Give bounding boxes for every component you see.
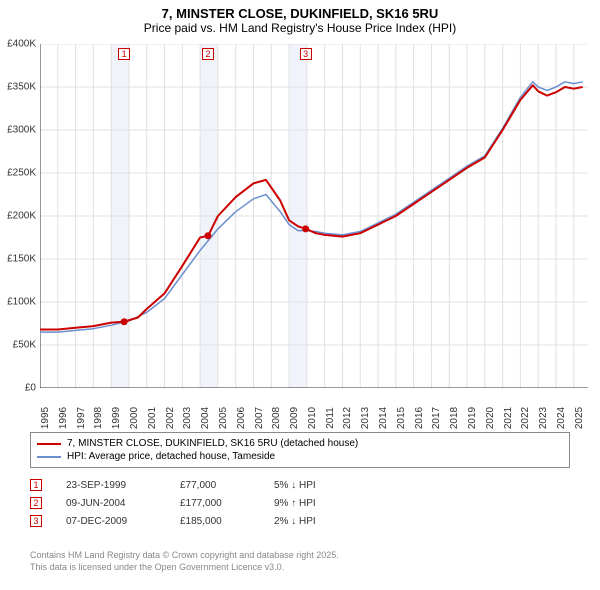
legend-label: HPI: Average price, detached house, Tame… <box>67 451 275 462</box>
chart-container: 7, MINSTER CLOSE, DUKINFIELD, SK16 5RU P… <box>0 0 600 590</box>
x-tick-label: 2018 <box>449 407 460 429</box>
event-date: 23-SEP-1999 <box>66 480 156 491</box>
x-axis-labels: 1995 1996 1997 1998 1999 2000 2001 2002 2003 2004… <box>40 390 588 430</box>
event-delta: 2% ↓ HPI <box>274 516 364 527</box>
y-tick-label: £250K <box>7 168 36 179</box>
x-tick-label: 2002 <box>165 407 176 429</box>
title-main: 7, MINSTER CLOSE, DUKINFIELD, SK16 5RU <box>0 0 600 21</box>
event-num-box: 1 <box>30 479 42 491</box>
y-axis-labels: £0£50K£100K£150K£200K£250K£300K£350K£400… <box>0 44 38 388</box>
event-price: £185,000 <box>180 516 250 527</box>
events-table: 1 23-SEP-1999 £77,000 5% ↓ HPI 2 09-JUN-2004 £… <box>30 476 570 530</box>
x-tick-label: 2025 <box>574 407 585 429</box>
plot-svg <box>40 44 588 388</box>
x-tick-label: 2012 <box>342 407 353 429</box>
attribution-line2: This data is licensed under the Open Gov… <box>30 562 570 574</box>
event-row: 1 23-SEP-1999 £77,000 5% ↓ HPI <box>30 476 570 494</box>
chart-area: 1 2 3 <box>40 44 588 388</box>
event-row: 2 09-JUN-2004 £177,000 9% ↑ HPI <box>30 494 570 512</box>
x-tick-label: 1998 <box>93 407 104 429</box>
x-tick-label: 1999 <box>111 407 122 429</box>
x-tick-label: 2014 <box>378 407 389 429</box>
y-tick-label: £300K <box>7 125 36 136</box>
x-tick-label: 2003 <box>182 407 193 429</box>
x-tick-label: 2013 <box>360 407 371 429</box>
event-price: £77,000 <box>180 480 250 491</box>
sale-marker-box: 3 <box>300 48 312 60</box>
x-tick-label: 2021 <box>503 407 514 429</box>
attribution-line1: Contains HM Land Registry data © Crown c… <box>30 550 570 562</box>
x-tick-label: 2011 <box>325 407 336 429</box>
legend: 7, MINSTER CLOSE, DUKINFIELD, SK16 5RU (… <box>30 432 570 468</box>
x-tick-label: 2001 <box>147 407 158 429</box>
x-tick-label: 1996 <box>58 407 69 429</box>
legend-row: HPI: Average price, detached house, Tame… <box>37 450 563 463</box>
legend-label: 7, MINSTER CLOSE, DUKINFIELD, SK16 5RU (… <box>67 438 358 449</box>
event-row: 3 07-DEC-2009 £185,000 2% ↓ HPI <box>30 512 570 530</box>
event-price: £177,000 <box>180 498 250 509</box>
x-tick-label: 2010 <box>307 407 318 429</box>
sale-marker-box: 1 <box>118 48 130 60</box>
x-tick-label: 2007 <box>254 407 265 429</box>
attribution: Contains HM Land Registry data © Crown c… <box>30 550 570 573</box>
x-tick-label: 2022 <box>520 407 531 429</box>
x-tick-label: 2009 <box>289 407 300 429</box>
x-tick-label: 1997 <box>76 407 87 429</box>
y-tick-label: £50K <box>13 340 36 351</box>
x-tick-label: 2020 <box>485 407 496 429</box>
event-delta: 5% ↓ HPI <box>274 480 364 491</box>
x-tick-label: 2015 <box>396 407 407 429</box>
event-date: 09-JUN-2004 <box>66 498 156 509</box>
x-tick-label: 2024 <box>556 407 567 429</box>
legend-row: 7, MINSTER CLOSE, DUKINFIELD, SK16 5RU (… <box>37 437 563 450</box>
x-tick-label: 2016 <box>414 407 425 429</box>
sale-marker-box: 2 <box>202 48 214 60</box>
x-tick-label: 2008 <box>271 407 282 429</box>
legend-swatch <box>37 456 61 458</box>
x-tick-label: 2023 <box>538 407 549 429</box>
title-sub: Price paid vs. HM Land Registry's House … <box>0 21 600 39</box>
event-date: 07-DEC-2009 <box>66 516 156 527</box>
y-tick-label: £400K <box>7 39 36 50</box>
event-delta: 9% ↑ HPI <box>274 498 364 509</box>
event-num-box: 2 <box>30 497 42 509</box>
event-num-box: 3 <box>30 515 42 527</box>
legend-swatch <box>37 443 61 445</box>
y-tick-label: £200K <box>7 211 36 222</box>
x-tick-label: 2004 <box>200 407 211 429</box>
x-tick-label: 2005 <box>218 407 229 429</box>
y-tick-label: £350K <box>7 82 36 93</box>
x-tick-label: 2017 <box>431 407 442 429</box>
x-tick-label: 2006 <box>236 407 247 429</box>
y-tick-label: £150K <box>7 254 36 265</box>
y-tick-label: £100K <box>7 297 36 308</box>
x-tick-label: 2000 <box>129 407 140 429</box>
x-tick-label: 2019 <box>467 407 478 429</box>
y-tick-label: £0 <box>25 383 36 394</box>
x-tick-label: 1995 <box>40 407 51 429</box>
